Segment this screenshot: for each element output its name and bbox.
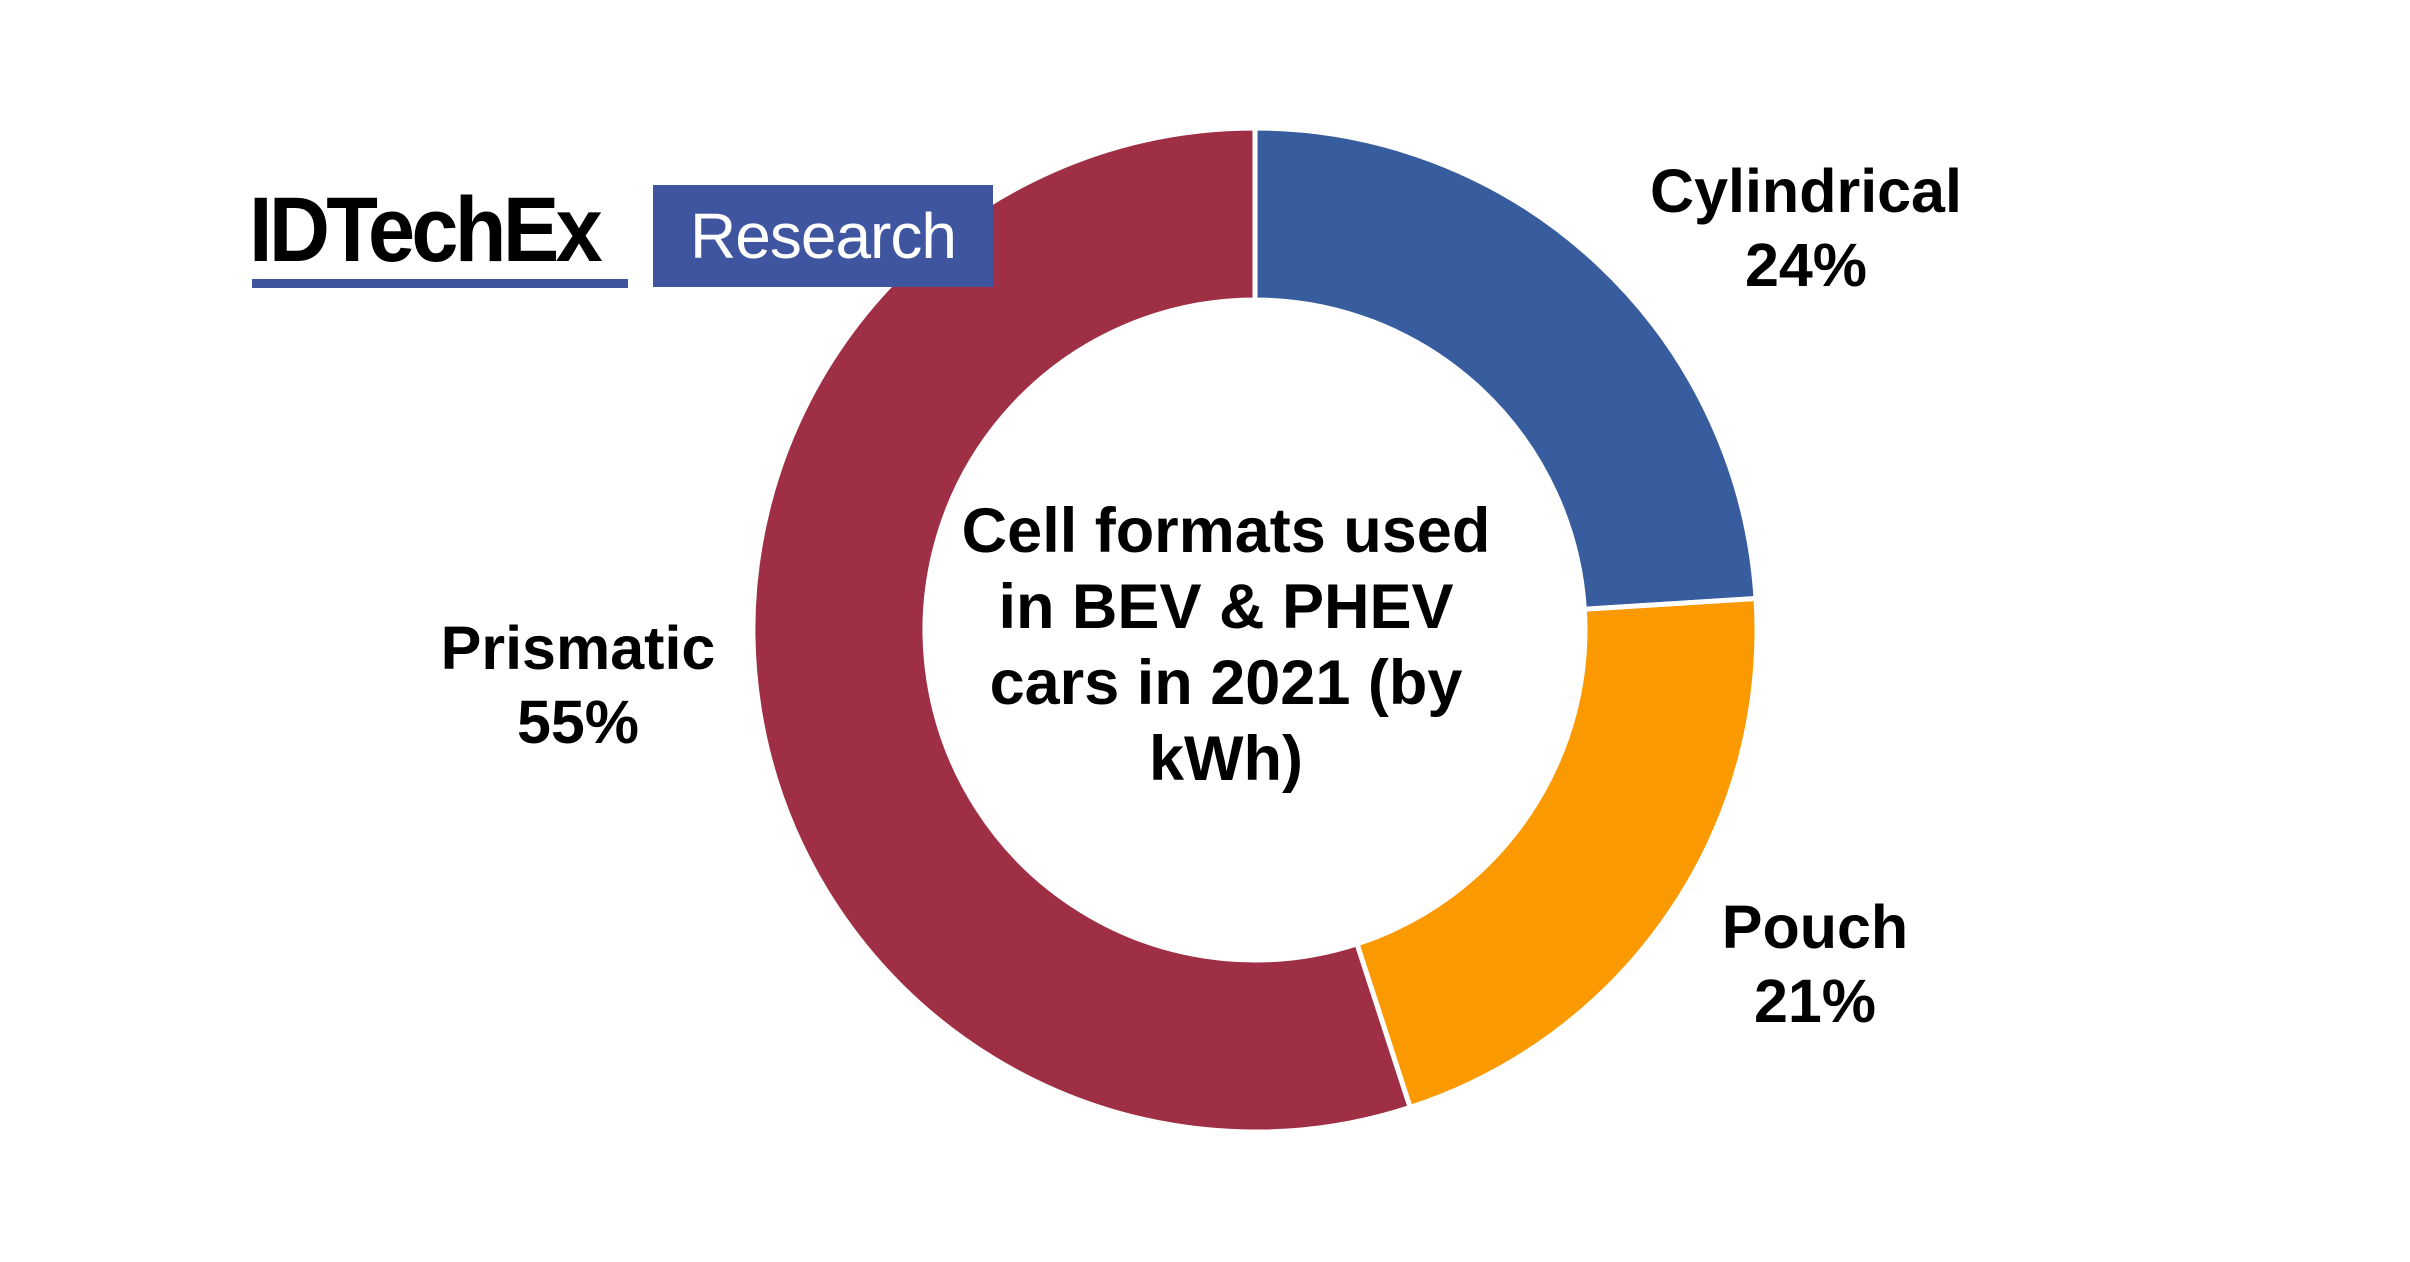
label-pouch-value: 21% [1753,967,1877,1035]
label-prismatic-value: 55% [516,688,640,756]
label-prismatic: Prismatic 55% [441,611,716,759]
logo-research-text: Research [690,200,957,272]
idtechex-logo-text: IDTechEx [249,179,603,281]
label-pouch-name: Pouch [1721,893,1909,961]
chart-title: Cell formats used in BEV & PHEV cars in … [962,493,1491,797]
chart-title-line: cars in 2021 (by [989,648,1463,718]
slice-prismatic [750,125,1414,1135]
chart-title-line: Cell formats used [961,496,1491,566]
label-prismatic-name: Prismatic [440,614,716,682]
slice-pouch [1353,595,1760,1111]
logo-research-badge: Research [653,185,993,287]
label-cylindrical-name: Cylindrical [1650,157,1962,225]
label-cylindrical-value: 24% [1744,231,1868,299]
label-pouch: Pouch 21% [1722,890,1908,1038]
chart-title-line: in BEV & PHEV [998,572,1454,642]
slice-cylindrical [1252,125,1759,612]
logo-underline [252,279,628,288]
chart-title-line: kWh) [1149,724,1303,794]
label-cylindrical: Cylindrical 24% [1650,154,1962,302]
donut-slices [750,125,1760,1135]
